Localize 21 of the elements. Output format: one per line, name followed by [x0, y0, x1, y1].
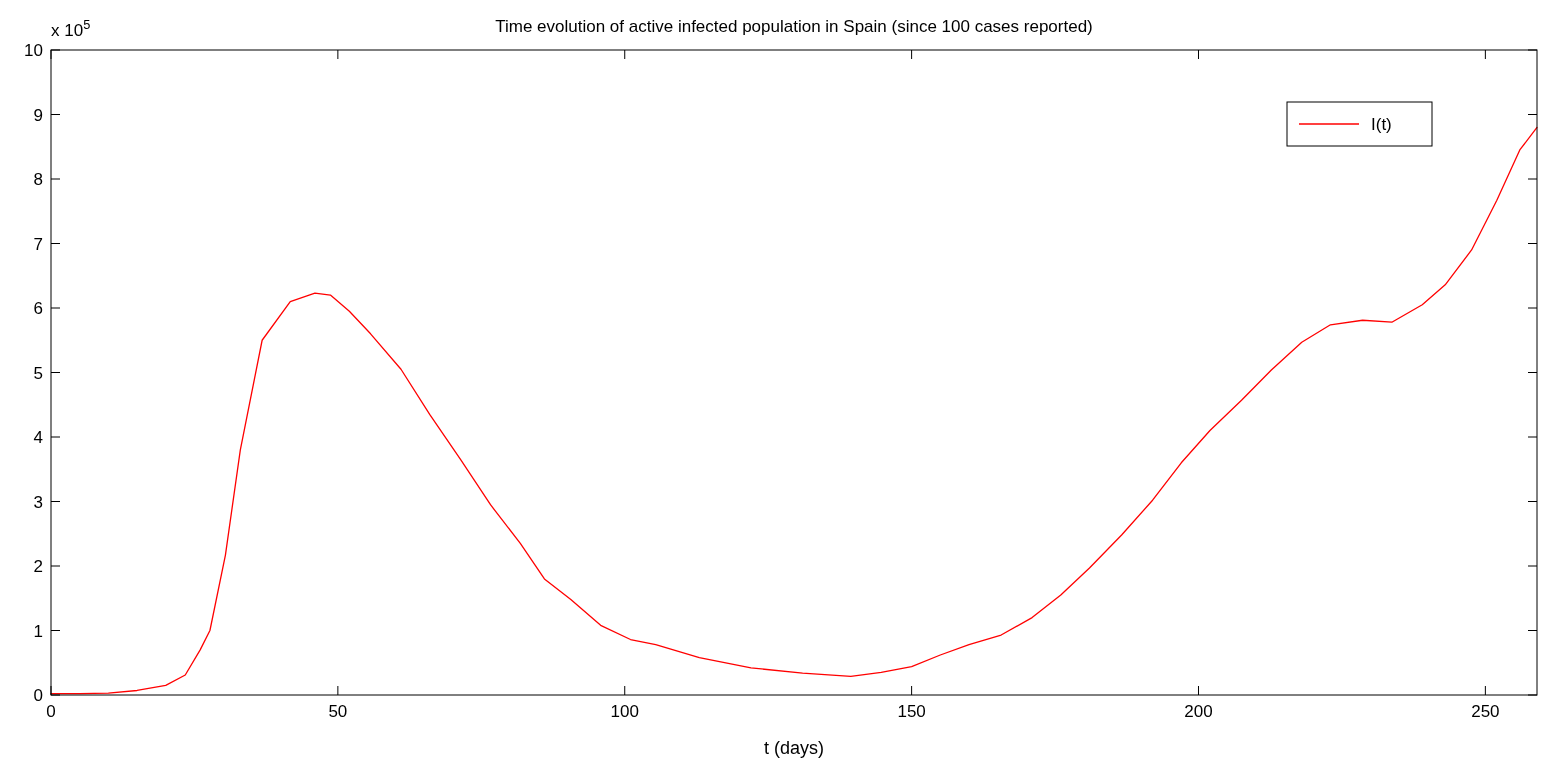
- y-tick-label: 10: [24, 41, 43, 60]
- y-tick-label: 8: [33, 170, 43, 189]
- y-tick-label: 1: [33, 621, 43, 641]
- x-axis-title: t (days): [763, 738, 825, 758]
- y-tick-label: 3: [33, 492, 43, 512]
- x-tick-label: 200: [1184, 702, 1213, 721]
- y-tick-label: 7: [33, 234, 43, 254]
- x-tick-label: 50: [328, 702, 348, 721]
- y-tick-label: 0: [33, 686, 43, 705]
- y-tick-label: 2: [33, 557, 43, 576]
- x-tick-label: 100: [610, 702, 639, 721]
- x-tick-label: 150: [897, 702, 926, 721]
- legend-label: I(t): [1371, 115, 1392, 134]
- x-tick-label: 0: [46, 702, 56, 721]
- y-tick-label: 4: [33, 428, 43, 447]
- y-tick-label: 9: [33, 105, 43, 125]
- y-tick-label: 5: [33, 363, 43, 383]
- y-tick-label: 6: [33, 299, 43, 318]
- chart-title: Time evolution of active infected population in Spain (since 100 cases reported): [495, 17, 1093, 36]
- x-tick-label: 250: [1471, 702, 1500, 721]
- text: x 10$^{5}$: [51, 16, 91, 40]
